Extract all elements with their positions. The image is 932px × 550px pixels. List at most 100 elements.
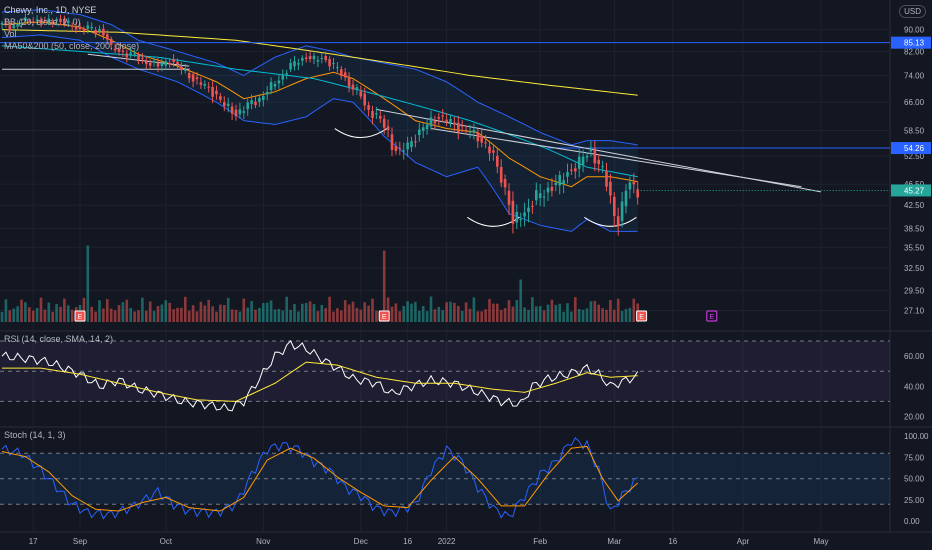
volume-bar bbox=[20, 299, 23, 322]
volume-bar bbox=[70, 309, 74, 322]
volume-bar bbox=[488, 299, 491, 322]
volume-bar bbox=[515, 300, 519, 322]
currency-button[interactable]: USD bbox=[899, 5, 926, 18]
time-tick-label: Apr bbox=[737, 537, 750, 546]
candle-body bbox=[113, 48, 117, 51]
candle-body bbox=[382, 118, 386, 128]
candle-body bbox=[246, 102, 249, 110]
price-tick-label: 29.50 bbox=[904, 287, 925, 296]
volume-bar bbox=[492, 303, 495, 322]
candle-body bbox=[207, 86, 210, 88]
volume-bar bbox=[133, 311, 136, 322]
volume-bar bbox=[238, 311, 242, 322]
candle-body bbox=[31, 21, 35, 23]
candle-body bbox=[554, 182, 558, 185]
candle-body bbox=[273, 83, 277, 87]
volume-bar bbox=[168, 302, 171, 322]
volume-bar bbox=[566, 303, 569, 322]
volume-bar bbox=[531, 297, 534, 322]
volume-bar bbox=[585, 308, 589, 322]
candle-body bbox=[285, 73, 288, 75]
candle-body bbox=[347, 77, 351, 87]
ma-legend[interactable]: MA50&200 (50, close, 200, close) bbox=[4, 41, 140, 51]
price-tick-label: 27.10 bbox=[904, 306, 925, 315]
volume-bar bbox=[109, 308, 113, 322]
candle-body bbox=[620, 201, 624, 222]
trendline bbox=[430, 127, 802, 188]
candle-body bbox=[8, 25, 12, 31]
rsi-legend[interactable]: RSI (14, close, SMA, 14, 2) bbox=[4, 334, 114, 344]
candle-body bbox=[312, 55, 316, 60]
volume-bar bbox=[82, 297, 86, 322]
volume-bar bbox=[187, 310, 191, 322]
volume-bar bbox=[550, 299, 554, 322]
volume-bar bbox=[12, 308, 15, 322]
volume-bar bbox=[0, 311, 4, 322]
candle-body bbox=[121, 50, 125, 52]
support-arc bbox=[334, 128, 388, 139]
volume-bar bbox=[406, 301, 409, 322]
volume-bar bbox=[429, 296, 433, 322]
price-tick-label: 58.50 bbox=[904, 126, 925, 135]
candle-body bbox=[613, 196, 616, 217]
candle-body bbox=[258, 98, 261, 102]
earnings-marker-label: E bbox=[78, 314, 83, 321]
volume-bar bbox=[542, 310, 546, 322]
volume-bar bbox=[343, 300, 347, 322]
volume-bar bbox=[281, 310, 285, 322]
candle-body bbox=[4, 23, 8, 25]
stoch-legend[interactable]: Stoch (14, 1, 3) bbox=[4, 430, 66, 440]
candle-body bbox=[574, 168, 577, 172]
candle-body bbox=[531, 205, 534, 207]
bb-legend[interactable]: BB (20, close, 2, 0) bbox=[4, 17, 81, 27]
price-tick-label: 82.00 bbox=[904, 47, 925, 56]
candle-body bbox=[488, 146, 491, 154]
volume-bar bbox=[371, 298, 374, 322]
candle-body bbox=[511, 200, 515, 224]
candle-body bbox=[480, 135, 483, 143]
candle-body bbox=[546, 187, 550, 193]
candle-body bbox=[445, 119, 448, 122]
candle-body bbox=[379, 116, 382, 119]
candle-body bbox=[535, 190, 538, 201]
volume-bar bbox=[324, 308, 327, 322]
volume-bar bbox=[449, 301, 452, 322]
candle-body bbox=[476, 132, 480, 142]
candle-body bbox=[109, 38, 113, 45]
candle-body bbox=[472, 130, 476, 133]
volume-bar bbox=[125, 299, 129, 322]
price-axis-tag bbox=[891, 142, 931, 155]
time-tick-label: 2022 bbox=[438, 537, 456, 546]
candle-body bbox=[242, 111, 246, 113]
candle-body bbox=[164, 61, 168, 66]
volume-bar bbox=[254, 309, 257, 322]
vol-legend[interactable]: Vol bbox=[4, 29, 17, 39]
candle-body bbox=[289, 62, 292, 70]
volume-bar bbox=[605, 309, 608, 322]
volume-bar bbox=[340, 310, 343, 322]
volume-bar bbox=[148, 301, 152, 322]
candle-body bbox=[632, 181, 636, 185]
volume-bar bbox=[164, 300, 168, 322]
volume-bar bbox=[328, 296, 331, 322]
price-tick-label: 42.50 bbox=[904, 201, 925, 210]
candle-body bbox=[226, 103, 230, 106]
candle-body bbox=[199, 82, 203, 85]
volume-bar bbox=[219, 304, 222, 322]
candle-body bbox=[324, 55, 327, 61]
price-tick-label: 38.50 bbox=[904, 224, 925, 233]
volume-bar bbox=[410, 303, 413, 322]
symbol-legend[interactable]: Chewy, Inc., 1D, NYSE bbox=[4, 5, 96, 15]
time-tick-label: Dec bbox=[354, 537, 368, 546]
candle-body bbox=[168, 63, 171, 65]
candle-body bbox=[106, 34, 109, 40]
time-tick-label: 16 bbox=[668, 537, 677, 546]
volume-bar bbox=[312, 304, 316, 322]
candle-body bbox=[581, 156, 585, 165]
volume-bar bbox=[28, 307, 31, 322]
volume-bar bbox=[262, 302, 265, 322]
volume-bar bbox=[418, 310, 421, 322]
bollinger-upper-line bbox=[1, 9, 638, 146]
